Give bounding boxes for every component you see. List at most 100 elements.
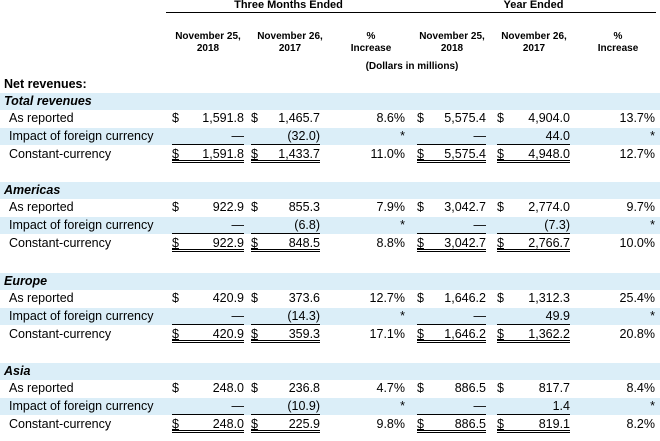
cell-value: 49.9 — [545, 309, 570, 323]
row-label: Constant-currency — [9, 147, 112, 161]
cell-value: 4,948.0 — [528, 147, 570, 161]
single-underline — [417, 414, 486, 415]
currency-symbol: $ — [417, 147, 424, 161]
currency-symbol: $ — [497, 417, 504, 431]
row-label: Constant-currency — [9, 327, 112, 341]
cell-value: 225.9 — [288, 417, 320, 431]
section-title: Americas — [4, 183, 61, 197]
cell-value: 12.7% — [369, 291, 405, 305]
currency-symbol: $ — [417, 381, 424, 395]
cell-value: 373.6 — [288, 291, 320, 305]
cell-value: — — [231, 129, 245, 143]
cell-value: — — [231, 218, 245, 232]
currency-symbol: $ — [251, 236, 258, 250]
cell-value: 420.9 — [212, 291, 244, 305]
currency-symbol: $ — [172, 381, 179, 395]
section-header-row: Europe — [0, 273, 660, 290]
currency-symbol: $ — [497, 200, 504, 214]
col-header-3-line1: % — [366, 31, 376, 42]
single-underline — [251, 233, 320, 234]
cell-value: (32.0) — [287, 129, 320, 143]
cell-value: 25.4% — [619, 291, 655, 305]
col-header-1: November 25, 2018 — [168, 31, 248, 55]
double-underline — [172, 337, 244, 343]
table-row: Constant-currency $922.9 $848.5 8.8% $3,042.… — [0, 235, 660, 252]
single-underline — [172, 414, 244, 415]
cell-value: 10.0% — [619, 236, 655, 250]
cell-value: 12.7% — [619, 147, 655, 161]
cell-value: 8.8% — [376, 236, 406, 250]
cell-value: 5,575.4 — [444, 111, 486, 125]
table-row: As reported $420.9 $373.6 12.7% $1,646.2 $1,3… — [0, 290, 660, 307]
cell-value: 420.9 — [212, 327, 244, 341]
section-title: Total revenues — [4, 94, 92, 108]
currency-symbol: $ — [417, 111, 424, 125]
row-label: Impact of foreign currency — [9, 309, 154, 323]
cell-value: * — [650, 399, 655, 413]
currency-symbol: $ — [251, 200, 258, 214]
single-underline — [172, 233, 244, 234]
currency-symbol: $ — [251, 111, 258, 125]
cell-value: 1,312.3 — [528, 291, 570, 305]
single-underline — [497, 414, 570, 415]
double-underline — [417, 427, 486, 433]
double-underline — [417, 337, 486, 343]
row-label: Impact of foreign currency — [9, 399, 154, 413]
section-header-row: Asia — [0, 363, 660, 380]
col-header-5-line2: 2017 — [522, 43, 546, 54]
cell-value: 359.3 — [288, 327, 320, 341]
section-title: Europe — [4, 274, 48, 288]
cell-value: 922.9 — [212, 200, 244, 214]
single-underline — [497, 324, 570, 325]
cell-value: 922.9 — [212, 236, 244, 250]
double-underline — [497, 246, 570, 252]
col-header-4: November 25, 2018 — [412, 31, 492, 55]
cell-value: 9.7% — [626, 200, 656, 214]
currency-symbol: $ — [497, 327, 504, 341]
table-row: As reported $922.9 $855.3 7.9% $3,042.7 $2,77… — [0, 199, 660, 216]
table-row: As reported $248.0 $236.8 4.7% $886.5 $817.7 8… — [0, 380, 660, 397]
cell-value: * — [650, 129, 655, 143]
col-header-4-line2: 2018 — [440, 43, 464, 54]
double-underline — [251, 246, 320, 252]
section-header-row: Americas — [0, 182, 660, 199]
col-header-1-line2: 2018 — [196, 43, 220, 54]
row-label: Constant-currency — [9, 236, 112, 250]
col-header-6-line2: Increase — [597, 43, 639, 54]
cell-value: 3,042.7 — [444, 236, 486, 250]
double-underline — [251, 427, 320, 433]
cell-value: (7.3) — [544, 218, 570, 232]
cell-value: 8.2% — [626, 417, 656, 431]
col-header-3: % Increase — [332, 31, 410, 55]
double-underline — [251, 337, 320, 343]
single-underline — [417, 324, 486, 325]
cell-value: 848.5 — [288, 236, 320, 250]
currency-symbol: $ — [417, 327, 424, 341]
currency-symbol: $ — [251, 291, 258, 305]
cell-value: 1,362.2 — [528, 327, 570, 341]
single-underline — [497, 144, 570, 145]
currency-symbol: $ — [172, 200, 179, 214]
cell-value: 1,591.8 — [202, 111, 244, 125]
col-header-1-line1: November 25, — [175, 31, 241, 42]
col-header-5: November 26, 2017 — [494, 31, 574, 55]
table-row: Impact of foreign currency — (6.8) * — (7.3) * — [0, 217, 660, 234]
cell-value: 17.1% — [369, 327, 405, 341]
cell-value: 8.6% — [376, 111, 406, 125]
currency-symbol: $ — [417, 236, 424, 250]
currency-symbol: $ — [172, 327, 179, 341]
currency-symbol: $ — [497, 291, 504, 305]
single-underline — [251, 414, 320, 415]
currency-symbol: $ — [251, 327, 258, 341]
currency-symbol: $ — [251, 381, 258, 395]
table-title: Net revenues: — [4, 77, 87, 91]
double-underline — [497, 427, 570, 433]
cell-value: 2,766.7 — [528, 236, 570, 250]
row-label: As reported — [9, 291, 74, 305]
cell-value: 44.0 — [545, 129, 570, 143]
cell-value: — — [473, 218, 487, 232]
single-underline — [251, 144, 320, 145]
table-row: Impact of foreign currency — (14.3) * — 49.9 * — [0, 308, 660, 325]
cell-value: — — [473, 129, 487, 143]
cell-value: 1,646.2 — [444, 291, 486, 305]
